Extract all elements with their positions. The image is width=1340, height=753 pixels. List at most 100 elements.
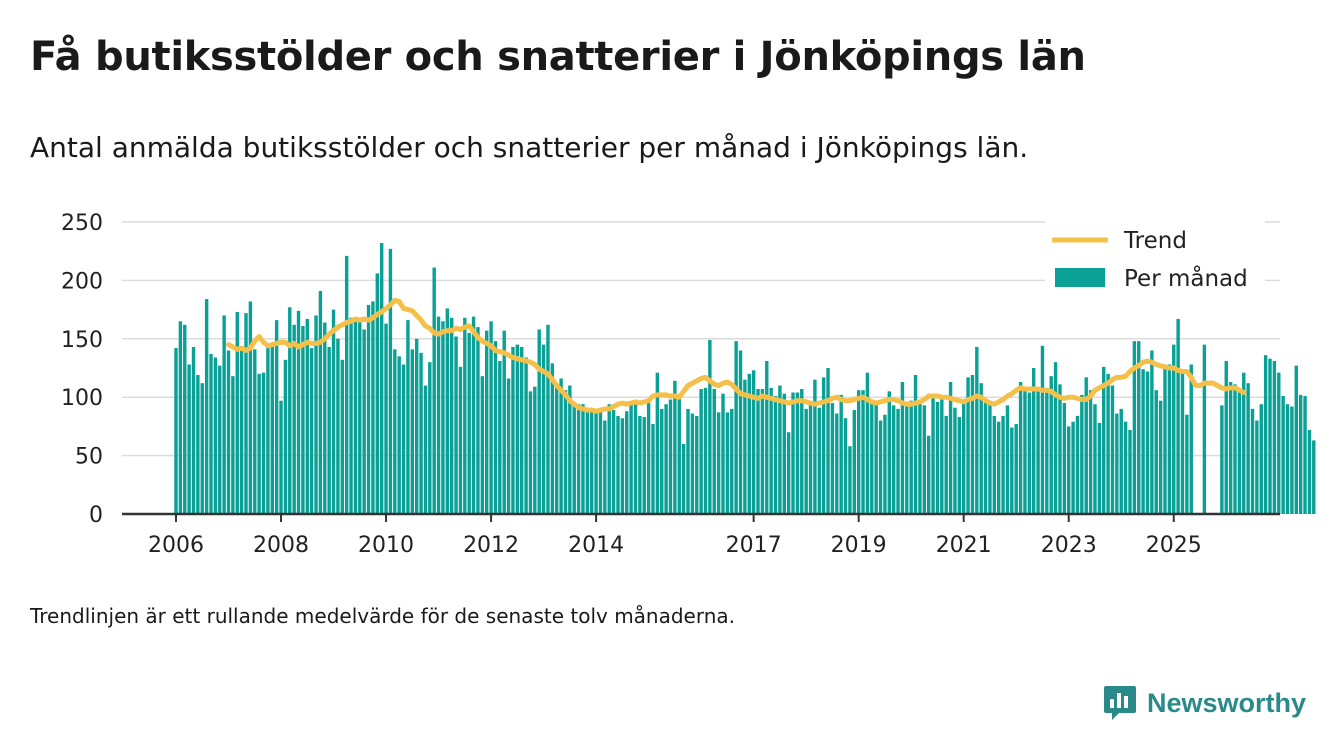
bar <box>235 311 239 514</box>
bar <box>253 349 257 514</box>
bar <box>826 368 830 514</box>
bar <box>900 382 905 514</box>
bar <box>996 421 1001 514</box>
bar <box>314 315 318 514</box>
bar <box>406 320 410 514</box>
bar <box>204 299 209 514</box>
bar <box>585 407 590 514</box>
bar <box>1110 385 1115 514</box>
bar <box>1246 383 1250 514</box>
bar <box>1001 415 1005 514</box>
y-tick-label: 0 <box>89 503 103 528</box>
bar <box>1141 369 1145 514</box>
bar <box>419 352 423 514</box>
bar <box>1075 415 1080 514</box>
bar <box>948 382 953 514</box>
bar <box>1272 360 1277 514</box>
brand-name: Newsworthy <box>1146 687 1306 718</box>
bar <box>607 404 611 514</box>
bar <box>301 325 305 514</box>
legend: Trend Per månad <box>1045 217 1265 297</box>
y-tick-label: 150 <box>61 328 103 353</box>
bar <box>441 321 445 514</box>
x-tick-label: 2010 <box>358 533 414 558</box>
bar <box>664 404 668 514</box>
bar <box>498 360 502 514</box>
bar <box>1080 394 1084 514</box>
bar <box>183 324 187 514</box>
bar <box>1268 358 1272 514</box>
bar <box>1294 365 1298 514</box>
bar <box>1307 429 1312 514</box>
bar <box>1263 355 1268 514</box>
bar <box>1281 396 1285 514</box>
bar <box>905 403 909 514</box>
bar <box>388 248 393 515</box>
bar <box>463 317 467 514</box>
bar <box>445 308 450 514</box>
bar <box>572 404 576 514</box>
bar <box>629 404 633 514</box>
bar <box>515 344 520 514</box>
bar <box>1128 429 1132 514</box>
bar <box>1220 405 1224 514</box>
bar <box>423 385 428 514</box>
bar <box>625 411 629 514</box>
bar <box>778 385 782 514</box>
bar <box>581 404 585 514</box>
trend-line <box>226 297 1247 414</box>
bar <box>756 389 760 514</box>
bar <box>865 372 870 514</box>
bar <box>1150 350 1154 514</box>
bar <box>966 377 970 514</box>
bar <box>1088 390 1093 514</box>
bar <box>432 267 436 514</box>
bar <box>835 413 839 514</box>
bar <box>743 379 747 514</box>
bar <box>1067 426 1071 514</box>
bar <box>870 399 874 514</box>
bar <box>1032 368 1036 514</box>
bar <box>1285 404 1290 514</box>
bar <box>248 301 253 514</box>
bar <box>555 386 559 514</box>
bar <box>935 401 940 514</box>
bar <box>765 360 769 514</box>
bar <box>1137 341 1141 514</box>
bar <box>926 435 931 514</box>
bar <box>458 366 463 514</box>
bar <box>1163 368 1167 514</box>
bar <box>887 391 891 514</box>
bar <box>1145 371 1150 514</box>
footnote: Trendlinjen är ett rullande medelvärde f… <box>30 604 736 628</box>
bar <box>200 383 204 514</box>
bar <box>288 307 292 514</box>
bar <box>218 365 222 514</box>
bar <box>791 392 795 514</box>
bar <box>830 403 835 514</box>
bar <box>699 389 703 514</box>
bar <box>861 390 865 514</box>
x-tick-label: 2025 <box>1146 533 1202 558</box>
bar <box>883 414 887 514</box>
bar <box>1005 405 1010 514</box>
bar <box>414 338 419 514</box>
bar <box>896 408 900 514</box>
bar <box>454 336 458 514</box>
y-tick-label: 100 <box>61 386 103 411</box>
bar <box>283 359 288 514</box>
bar <box>257 373 261 514</box>
bar <box>1255 420 1259 514</box>
bar <box>401 364 406 514</box>
bar <box>344 255 349 514</box>
bar <box>270 343 274 514</box>
bar <box>808 403 813 514</box>
bar <box>979 383 983 514</box>
bar <box>642 417 646 514</box>
x-tick-label: 2012 <box>463 533 519 558</box>
bar <box>1010 427 1014 514</box>
bar <box>1167 364 1172 514</box>
bar <box>1084 377 1088 514</box>
bar <box>493 341 498 514</box>
bar <box>1189 364 1193 514</box>
